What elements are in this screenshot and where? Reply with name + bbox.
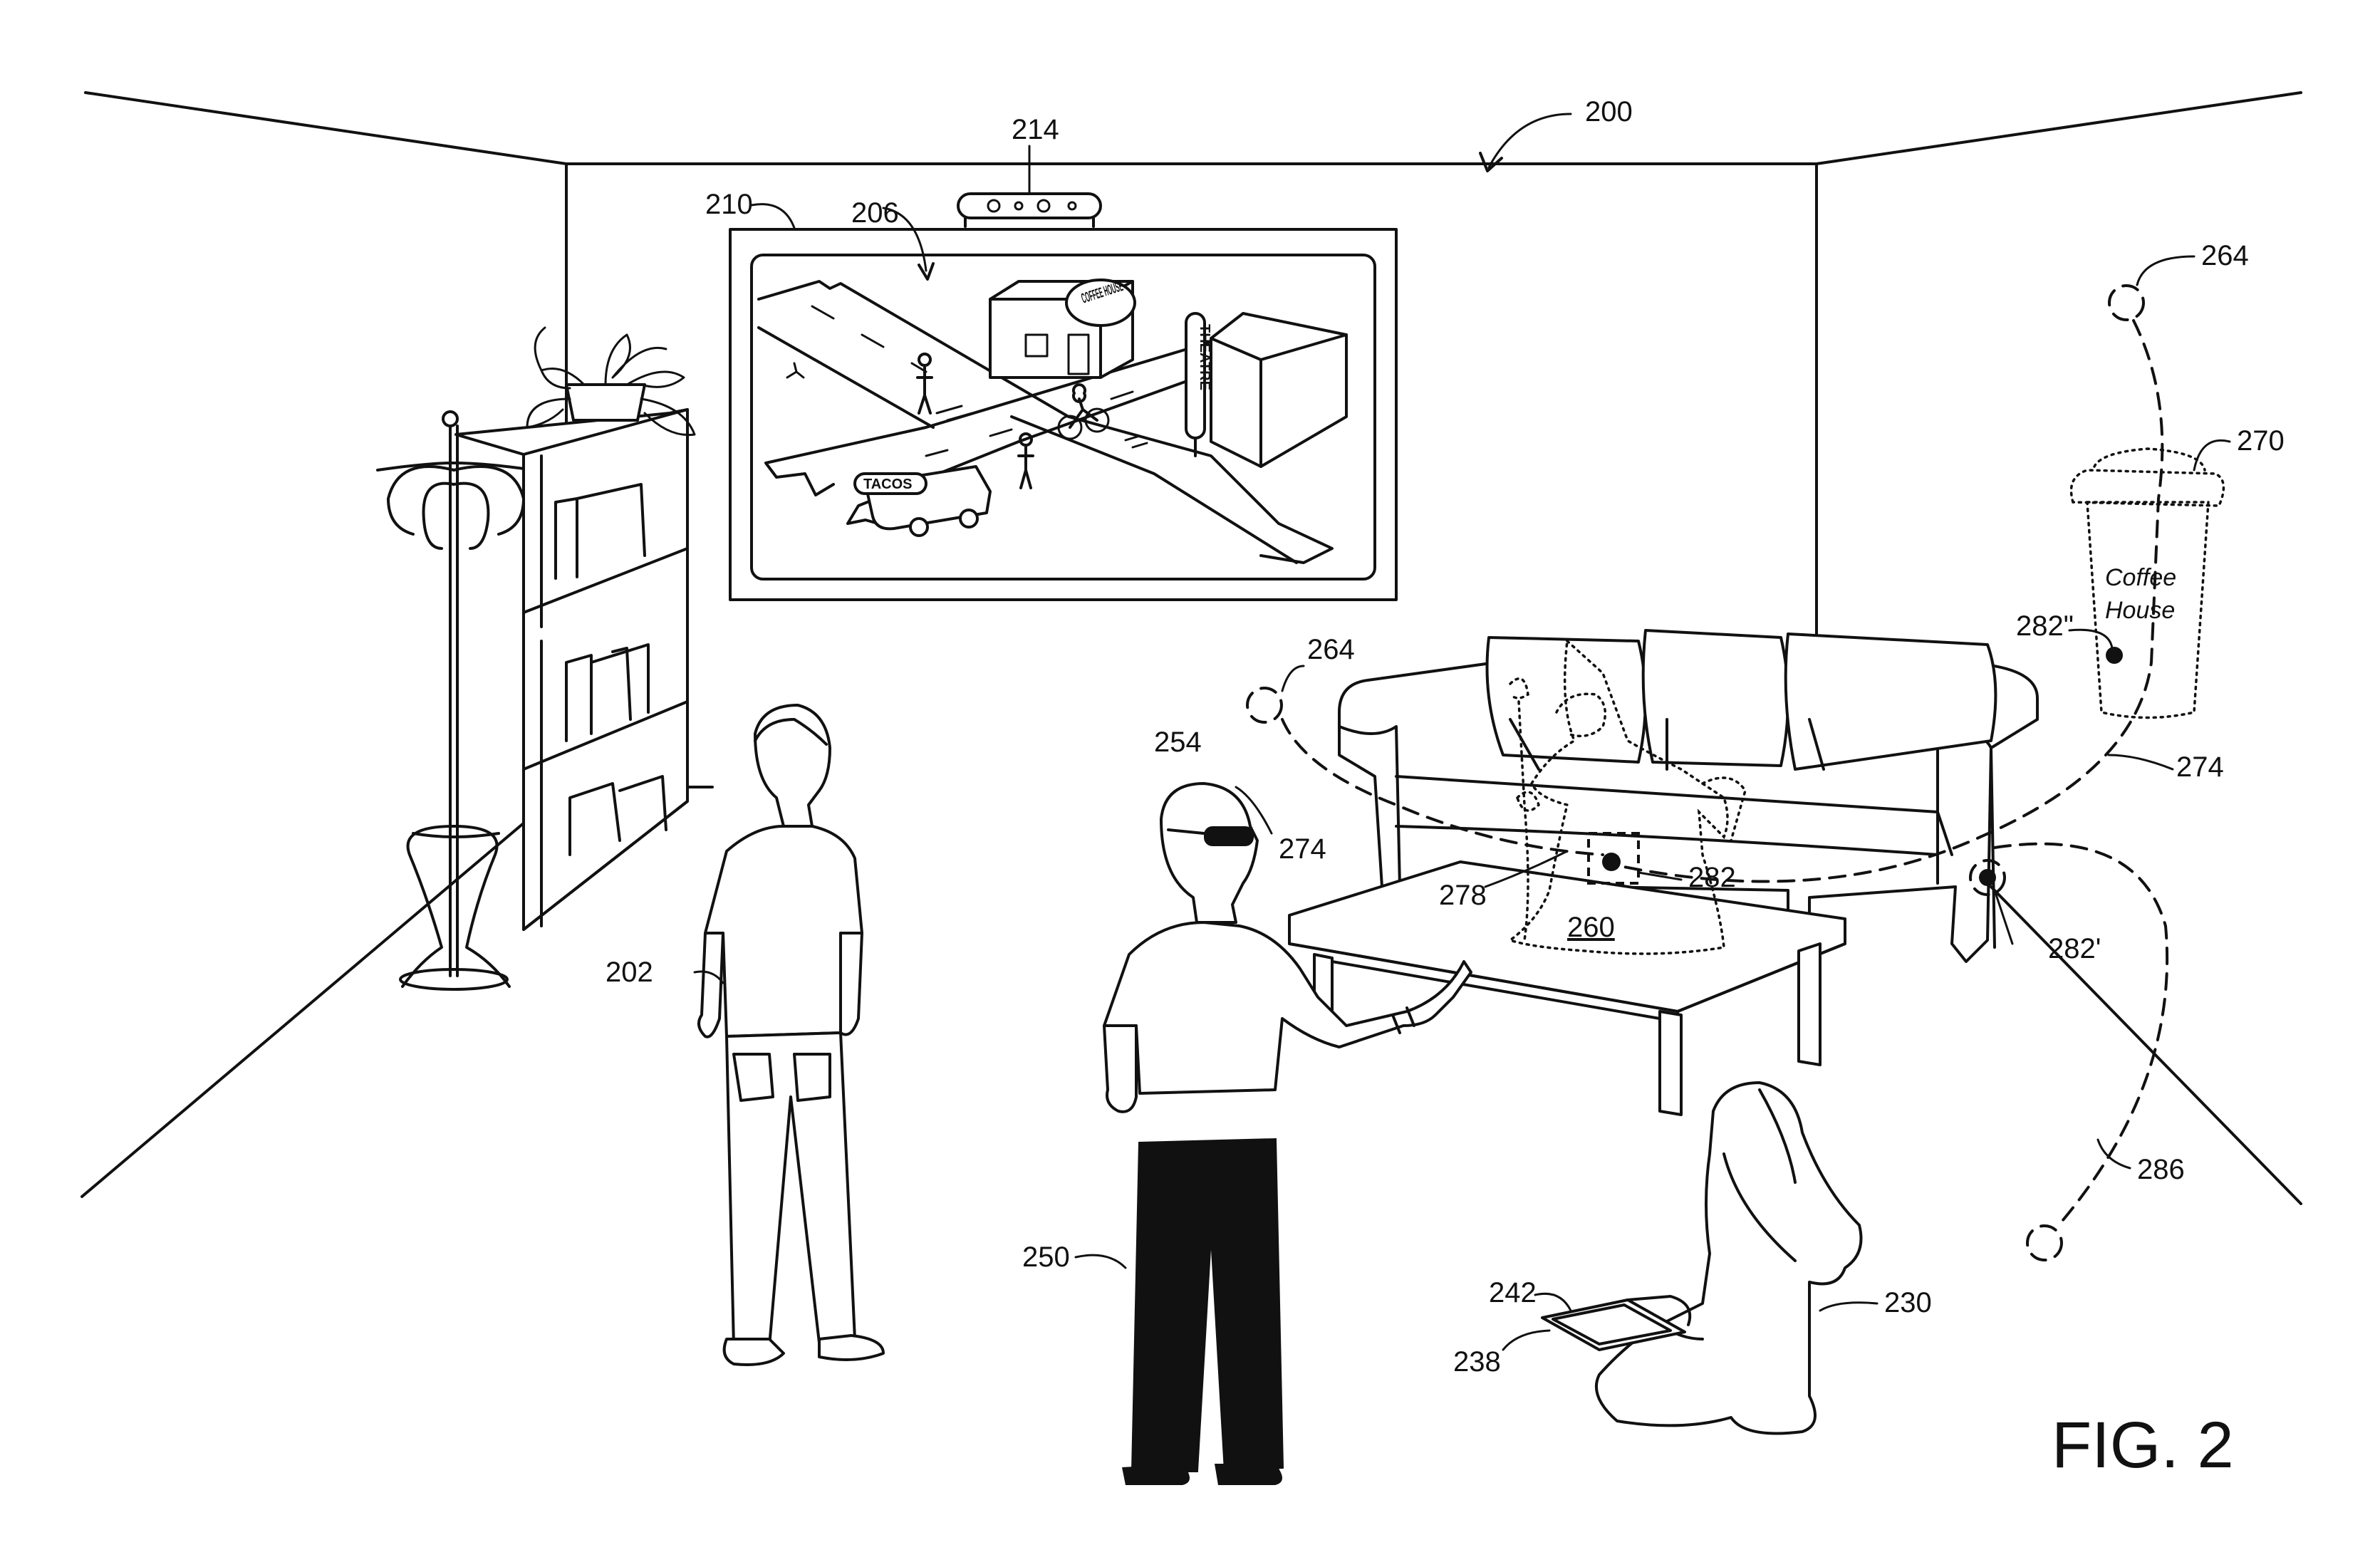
label-282-prime: 282' [2048,933,2101,964]
cup-text-line2: House [2105,597,2175,624]
label-282: 282 [1688,862,1736,893]
camera [958,194,1101,227]
label-264-right: 264 [2201,240,2249,271]
taco-sign-text: TACOS [863,477,913,492]
label-270: 270 [2237,425,2285,457]
label-264-left: 264 [1307,634,1355,665]
label-210: 210 [705,189,753,220]
label-230: 230 [1884,1287,1932,1318]
person-left [699,705,883,1365]
label-200: 200 [1585,96,1633,127]
label-254: 254 [1154,727,1202,758]
person-sitting [1542,1083,1861,1434]
label-242: 242 [1489,1277,1537,1308]
label-202: 202 [606,957,653,988]
label-260: 260 [1567,912,1615,943]
label-250: 250 [1022,1241,1070,1273]
cup-text-line1: Coffee [2105,564,2176,591]
label-278: 278 [1439,880,1487,911]
figure-title: FIG. 2 [2052,1409,2234,1482]
label-214: 214 [1012,114,1059,145]
label-286: 286 [2137,1154,2185,1185]
bookshelf [456,328,695,930]
label-282-double-prime: 282" [2016,610,2074,642]
label-274-right: 274 [2176,751,2224,783]
label-274-left: 274 [1279,833,1326,865]
label-238: 238 [1453,1346,1501,1378]
label-206: 206 [851,197,899,229]
coat-rack [378,412,534,989]
coffee-table [1289,862,1845,1115]
